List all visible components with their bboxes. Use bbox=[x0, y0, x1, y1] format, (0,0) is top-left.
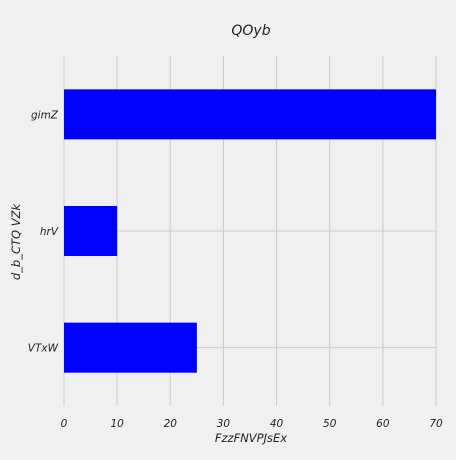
x-tick-label: 20 bbox=[164, 418, 178, 430]
x-tick-label: 30 bbox=[217, 418, 231, 430]
y-tick-label: gimZ bbox=[31, 109, 59, 121]
x-tick-label: 50 bbox=[323, 418, 337, 430]
x-tick-label: 60 bbox=[376, 418, 390, 430]
bar bbox=[64, 89, 436, 140]
axes: gimZ hrV VTxW 0 10 20 30 40 50 60 70 bbox=[28, 109, 443, 430]
x-tick-label: 70 bbox=[429, 418, 443, 430]
y-tick-label: VTxW bbox=[28, 343, 59, 355]
bars bbox=[64, 89, 436, 373]
y-axis-label: d_b_CTQ VZk bbox=[9, 203, 23, 281]
chart-title: QOyb bbox=[231, 23, 270, 39]
x-tick-label: 10 bbox=[110, 418, 124, 430]
bar bbox=[64, 206, 118, 256]
bar bbox=[64, 322, 197, 373]
x-axis-label: FzzFNVPJsEx bbox=[215, 431, 287, 445]
x-tick-label: 0 bbox=[61, 418, 68, 430]
x-tick-label: 40 bbox=[270, 418, 284, 430]
y-tick-label: hrV bbox=[40, 226, 59, 238]
